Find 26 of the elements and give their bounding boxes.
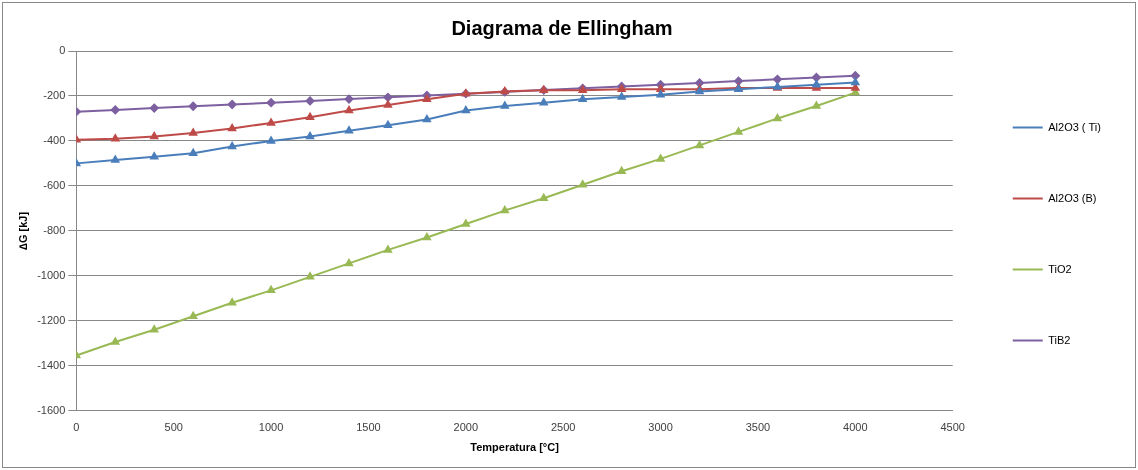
y-tick-label: 0 [59, 44, 66, 57]
x-tick-label: 500 [164, 421, 183, 434]
legend-label: TiO2 [1048, 262, 1072, 275]
y-tick-label: -600 [43, 178, 66, 191]
legend-label: TiB2 [1048, 333, 1071, 346]
x-tick-label: 2000 [453, 421, 479, 434]
y-tick-label: -1000 [37, 268, 66, 281]
x-tick-label: 3000 [648, 421, 673, 434]
x-tick-label: 1000 [258, 421, 284, 434]
x-tick-label: 1500 [356, 421, 381, 434]
y-tick-label: -400 [43, 133, 66, 146]
legend-label: Al2O3 ( Ti) [1048, 120, 1101, 133]
x-tick-label: 0 [73, 421, 80, 434]
y-axis-title: ∆G [kJ] [16, 211, 29, 250]
y-tick-label: -200 [43, 88, 66, 101]
y-tick-label: -1200 [37, 313, 66, 326]
y-tick-label: -800 [43, 223, 66, 236]
chart-title: Diagrama de Ellingham [451, 16, 673, 39]
y-tick-label: -1600 [37, 403, 66, 416]
legend-label: Al2O3 (B) [1048, 191, 1097, 204]
y-tick-label: -1400 [37, 358, 66, 371]
x-tick-label: 4000 [843, 421, 868, 434]
x-tick-label: 2500 [550, 421, 576, 434]
x-tick-label: 4500 [940, 421, 965, 434]
x-tick-label: 3500 [745, 421, 771, 434]
x-axis-title: Temperatura [°C] [470, 441, 560, 454]
